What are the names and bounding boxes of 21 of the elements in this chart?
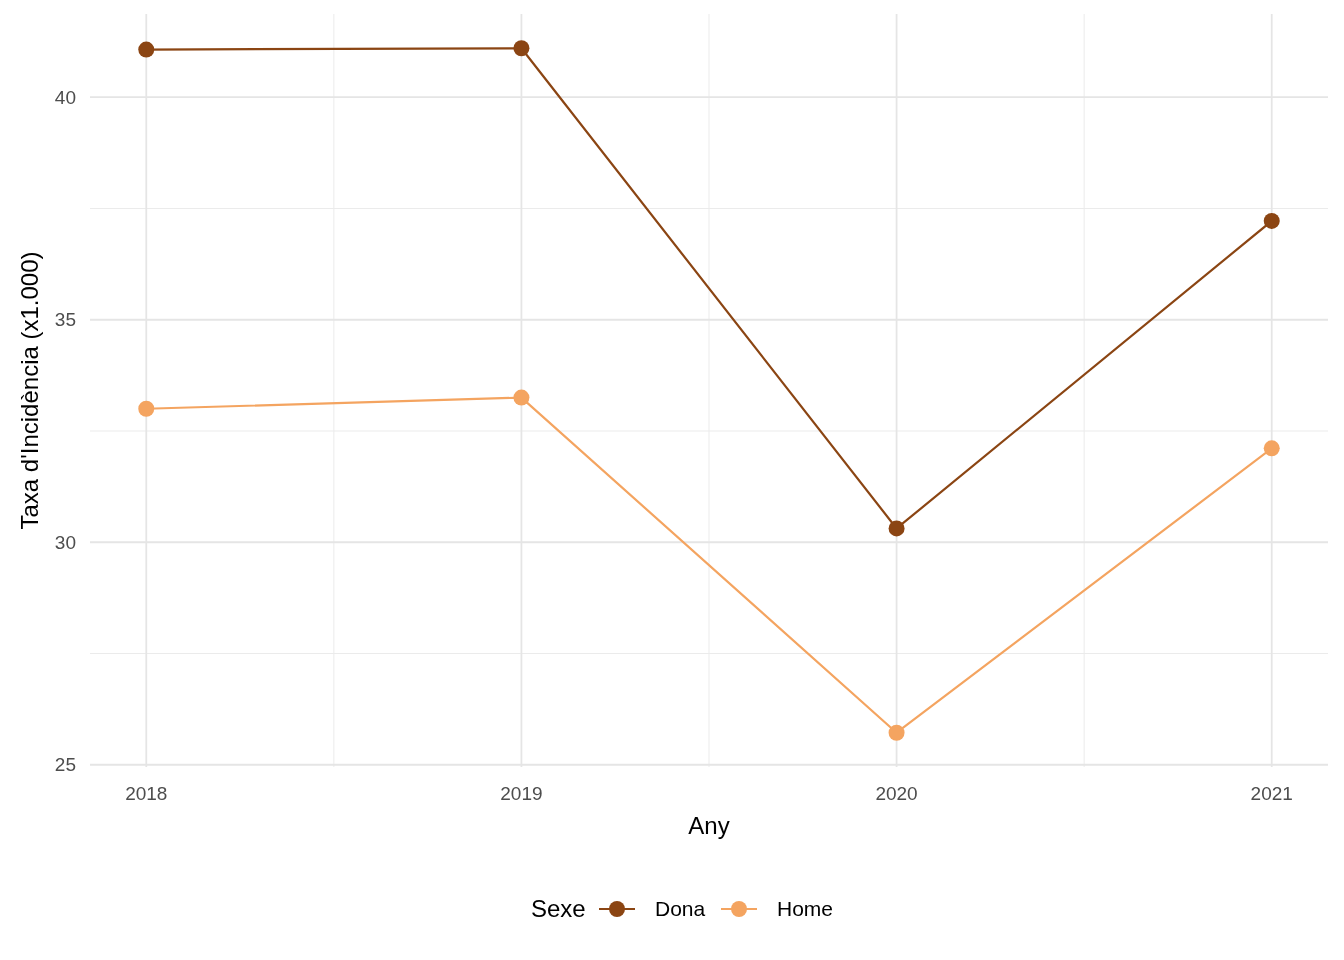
x-tick-label: 2018 <box>125 783 168 804</box>
point <box>1263 212 1280 229</box>
point <box>1263 440 1280 457</box>
point <box>138 400 155 417</box>
y-tick-label: 40 <box>54 86 76 108</box>
legend-title: Sexe <box>531 895 586 923</box>
x-tick-label: 2019 <box>500 783 543 804</box>
y-tick-label: 35 <box>54 309 76 331</box>
x-tick-label: 2020 <box>875 783 918 804</box>
point <box>888 520 905 537</box>
legend-label: Home <box>777 897 834 921</box>
legend-label: Dona <box>655 897 706 921</box>
y-tick-label: 25 <box>54 754 76 776</box>
x-axis-title: Any <box>688 812 730 839</box>
y-axis-title: Taxa d'Incidència (x1.000) <box>16 251 43 530</box>
point <box>888 724 905 741</box>
point <box>513 40 530 57</box>
point <box>138 41 155 58</box>
x-tick-label: 2021 <box>1250 783 1293 804</box>
y-tick-label: 30 <box>54 531 76 553</box>
point <box>513 389 530 406</box>
